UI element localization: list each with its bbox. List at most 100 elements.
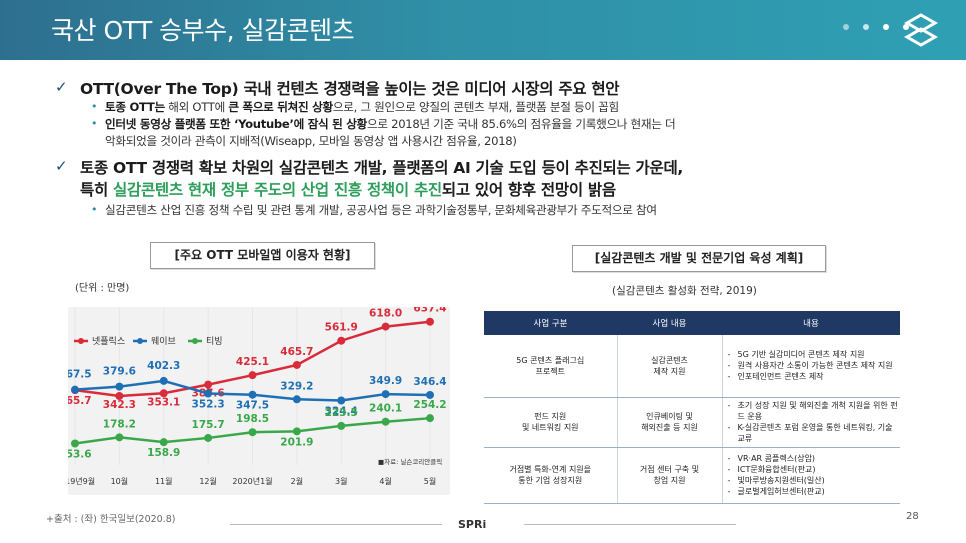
table-title-box: [실감콘텐츠 개발 및 전문기업 육성 계획] bbox=[572, 245, 826, 272]
sub-point-2: 인터넷 동영상 플랫폼 또한 ‘Youtube’에 잠식 된 상황으로 2018… bbox=[105, 117, 676, 131]
column-header: 사업 구분 bbox=[484, 311, 617, 335]
footer-divider bbox=[524, 524, 736, 525]
chart-source-note: ■자료: 닐슨코리안클릭 bbox=[378, 457, 442, 466]
data-point bbox=[115, 392, 124, 401]
bullet-icon: • bbox=[91, 203, 98, 216]
data-label: 175.7 bbox=[192, 419, 225, 431]
spri-logo-icon bbox=[904, 13, 938, 47]
table-row: 거점별 특화-연계 지원을 통한 기업 성장지원 거점 센터 구축 및 창업 지원 … bbox=[484, 447, 900, 504]
data-label: 425.1 bbox=[236, 356, 269, 368]
business-cell: 거점 센터 구축 및 창업 지원 bbox=[617, 447, 723, 504]
data-label: 198.5 bbox=[236, 413, 269, 425]
x-tick-label: 3월 bbox=[335, 476, 347, 486]
x-tick-label: 10월 bbox=[111, 476, 129, 486]
data-label: 353.1 bbox=[147, 396, 180, 408]
data-point bbox=[292, 427, 301, 436]
data-point bbox=[248, 371, 257, 380]
data-point bbox=[115, 433, 124, 442]
data-label: 240.1 bbox=[369, 403, 402, 415]
category-cell: 5G 콘텐츠 플래그십 프로젝트 bbox=[484, 335, 618, 398]
data-label: 379.6 bbox=[103, 366, 136, 378]
x-tick-label: 5월 bbox=[424, 476, 436, 486]
column-header: 내용 bbox=[722, 311, 900, 335]
data-label: 158.9 bbox=[147, 447, 180, 459]
spri-footer-logo: SPRi bbox=[458, 518, 487, 531]
legend-marker bbox=[192, 338, 198, 344]
ott-users-line-chart: 365.7342.3353.1387.6425.1465.7561.9618.0… bbox=[68, 307, 447, 486]
page-title: 국산 OTT 승부수, 실감콘텐츠 bbox=[51, 16, 355, 45]
data-point bbox=[159, 389, 168, 398]
data-point bbox=[248, 390, 257, 399]
footer-divider bbox=[230, 524, 442, 525]
bullet-icon: • bbox=[91, 117, 98, 130]
source-note: +출처 : (좌) 한국일보(2020.8) bbox=[46, 514, 176, 525]
data-point bbox=[71, 439, 79, 448]
x-tick-label: 11월 bbox=[155, 476, 173, 486]
data-label: 637.4 bbox=[413, 307, 446, 315]
x-tick-label: 2월 bbox=[291, 476, 303, 486]
data-point bbox=[204, 380, 213, 389]
data-point bbox=[381, 322, 390, 331]
legend-label: 넷플릭스 bbox=[92, 335, 125, 347]
legend-marker bbox=[137, 338, 143, 344]
data-label: 618.0 bbox=[369, 308, 402, 320]
check-icon: ✓ bbox=[55, 78, 68, 96]
x-tick-label: 2020년1월 bbox=[232, 476, 272, 486]
data-label: 347.5 bbox=[236, 400, 269, 412]
data-point bbox=[292, 395, 301, 404]
data-point bbox=[159, 376, 168, 385]
header-bar: 국산 OTT 승부수, 실감콘텐츠 bbox=[0, 0, 966, 60]
data-point bbox=[292, 360, 301, 369]
data-label: 365.7 bbox=[68, 395, 92, 407]
detail-cell: VR·AR 콤플렉스(상암) ICT문화융합센터(판교) 빛마루방송지원센터(일… bbox=[722, 447, 900, 504]
point-1: OTT(Over The Top) 국내 컨텐츠 경쟁력을 높이는 것은 미디어… bbox=[80, 80, 620, 98]
data-point bbox=[204, 389, 213, 398]
data-point bbox=[115, 382, 124, 391]
data-label: 402.3 bbox=[147, 360, 180, 372]
data-label: 346.4 bbox=[413, 376, 446, 388]
legend-label: 웨이브 bbox=[151, 335, 176, 347]
detail-cell: 5G 기반 실감미디어 콘텐츠 제작 지원 원격 사용자간 소통이 가능한 콘텐… bbox=[722, 335, 900, 398]
data-label: 342.3 bbox=[103, 399, 136, 411]
data-point bbox=[337, 336, 346, 345]
table-caption: (실감콘텐츠 활성화 전략, 2019) bbox=[612, 285, 757, 297]
data-point bbox=[204, 433, 213, 442]
data-label: 201.9 bbox=[280, 436, 313, 448]
data-label: 223.5 bbox=[325, 407, 358, 419]
data-label: 254.2 bbox=[413, 399, 446, 411]
table-header-row: 사업 구분 사업 내용 내용 bbox=[484, 311, 900, 335]
point-2-line2: 특히 실감콘텐츠 현재 정부 주도의 산업 진흥 정책이 추진되고 있어 향후 … bbox=[80, 181, 616, 199]
data-label: 352.3 bbox=[192, 398, 225, 410]
detail-cell: 초기 성장 지원 및 해외진출 개척 지원을 위한 펀드 운용 K-실감콘텐츠 … bbox=[722, 397, 900, 448]
category-cell: 펀드 지원 및 네트워킹 지원 bbox=[484, 397, 618, 448]
page-number: 28 bbox=[906, 511, 919, 522]
data-label: 465.7 bbox=[280, 346, 313, 358]
data-point bbox=[337, 421, 346, 430]
data-point bbox=[381, 417, 390, 426]
plan-table: 사업 구분 사업 내용 내용 5G 콘텐츠 플래그십 프로젝트 실감콘텐츠 제작 지… bbox=[484, 311, 900, 504]
data-point bbox=[337, 396, 346, 405]
point-2-line1: 토종 OTT 경쟁력 확보 차원의 실감콘텐츠 개발, 플랫폼의 AI 기술 도… bbox=[80, 159, 684, 177]
data-point bbox=[426, 317, 434, 326]
business-cell: 실감콘텐츠 제작 지원 bbox=[617, 335, 723, 398]
data-point bbox=[381, 390, 390, 399]
x-tick-label: 4월 bbox=[379, 476, 391, 486]
chart-background bbox=[68, 307, 450, 495]
chart-unit: (단위 : 만명) bbox=[75, 283, 130, 294]
data-point bbox=[248, 428, 257, 437]
data-point bbox=[71, 385, 79, 394]
x-tick-label: 12월 bbox=[199, 476, 217, 486]
chart-title-box: [주요 OTT 모바일앱 이용자 현황] bbox=[150, 242, 375, 269]
legend-marker bbox=[78, 338, 84, 344]
data-label: 178.2 bbox=[103, 418, 136, 430]
data-label: 324.4 bbox=[325, 406, 358, 418]
category-cell: 거점별 특화-연계 지원을 통한 기업 성장지원 bbox=[484, 447, 618, 504]
data-label: 153.6 bbox=[68, 449, 92, 461]
data-label: 561.9 bbox=[325, 322, 358, 334]
sub-point-2-line2: 악화되었을 것이라 관측이 지배적(Wiseapp, 모바일 동영상 앱 사용시… bbox=[105, 134, 517, 148]
business-cell: 인큐베이팅 및 해외진출 등 지원 bbox=[617, 397, 723, 448]
data-label: 329.2 bbox=[280, 380, 313, 392]
legend-label: 티빙 bbox=[206, 336, 223, 347]
